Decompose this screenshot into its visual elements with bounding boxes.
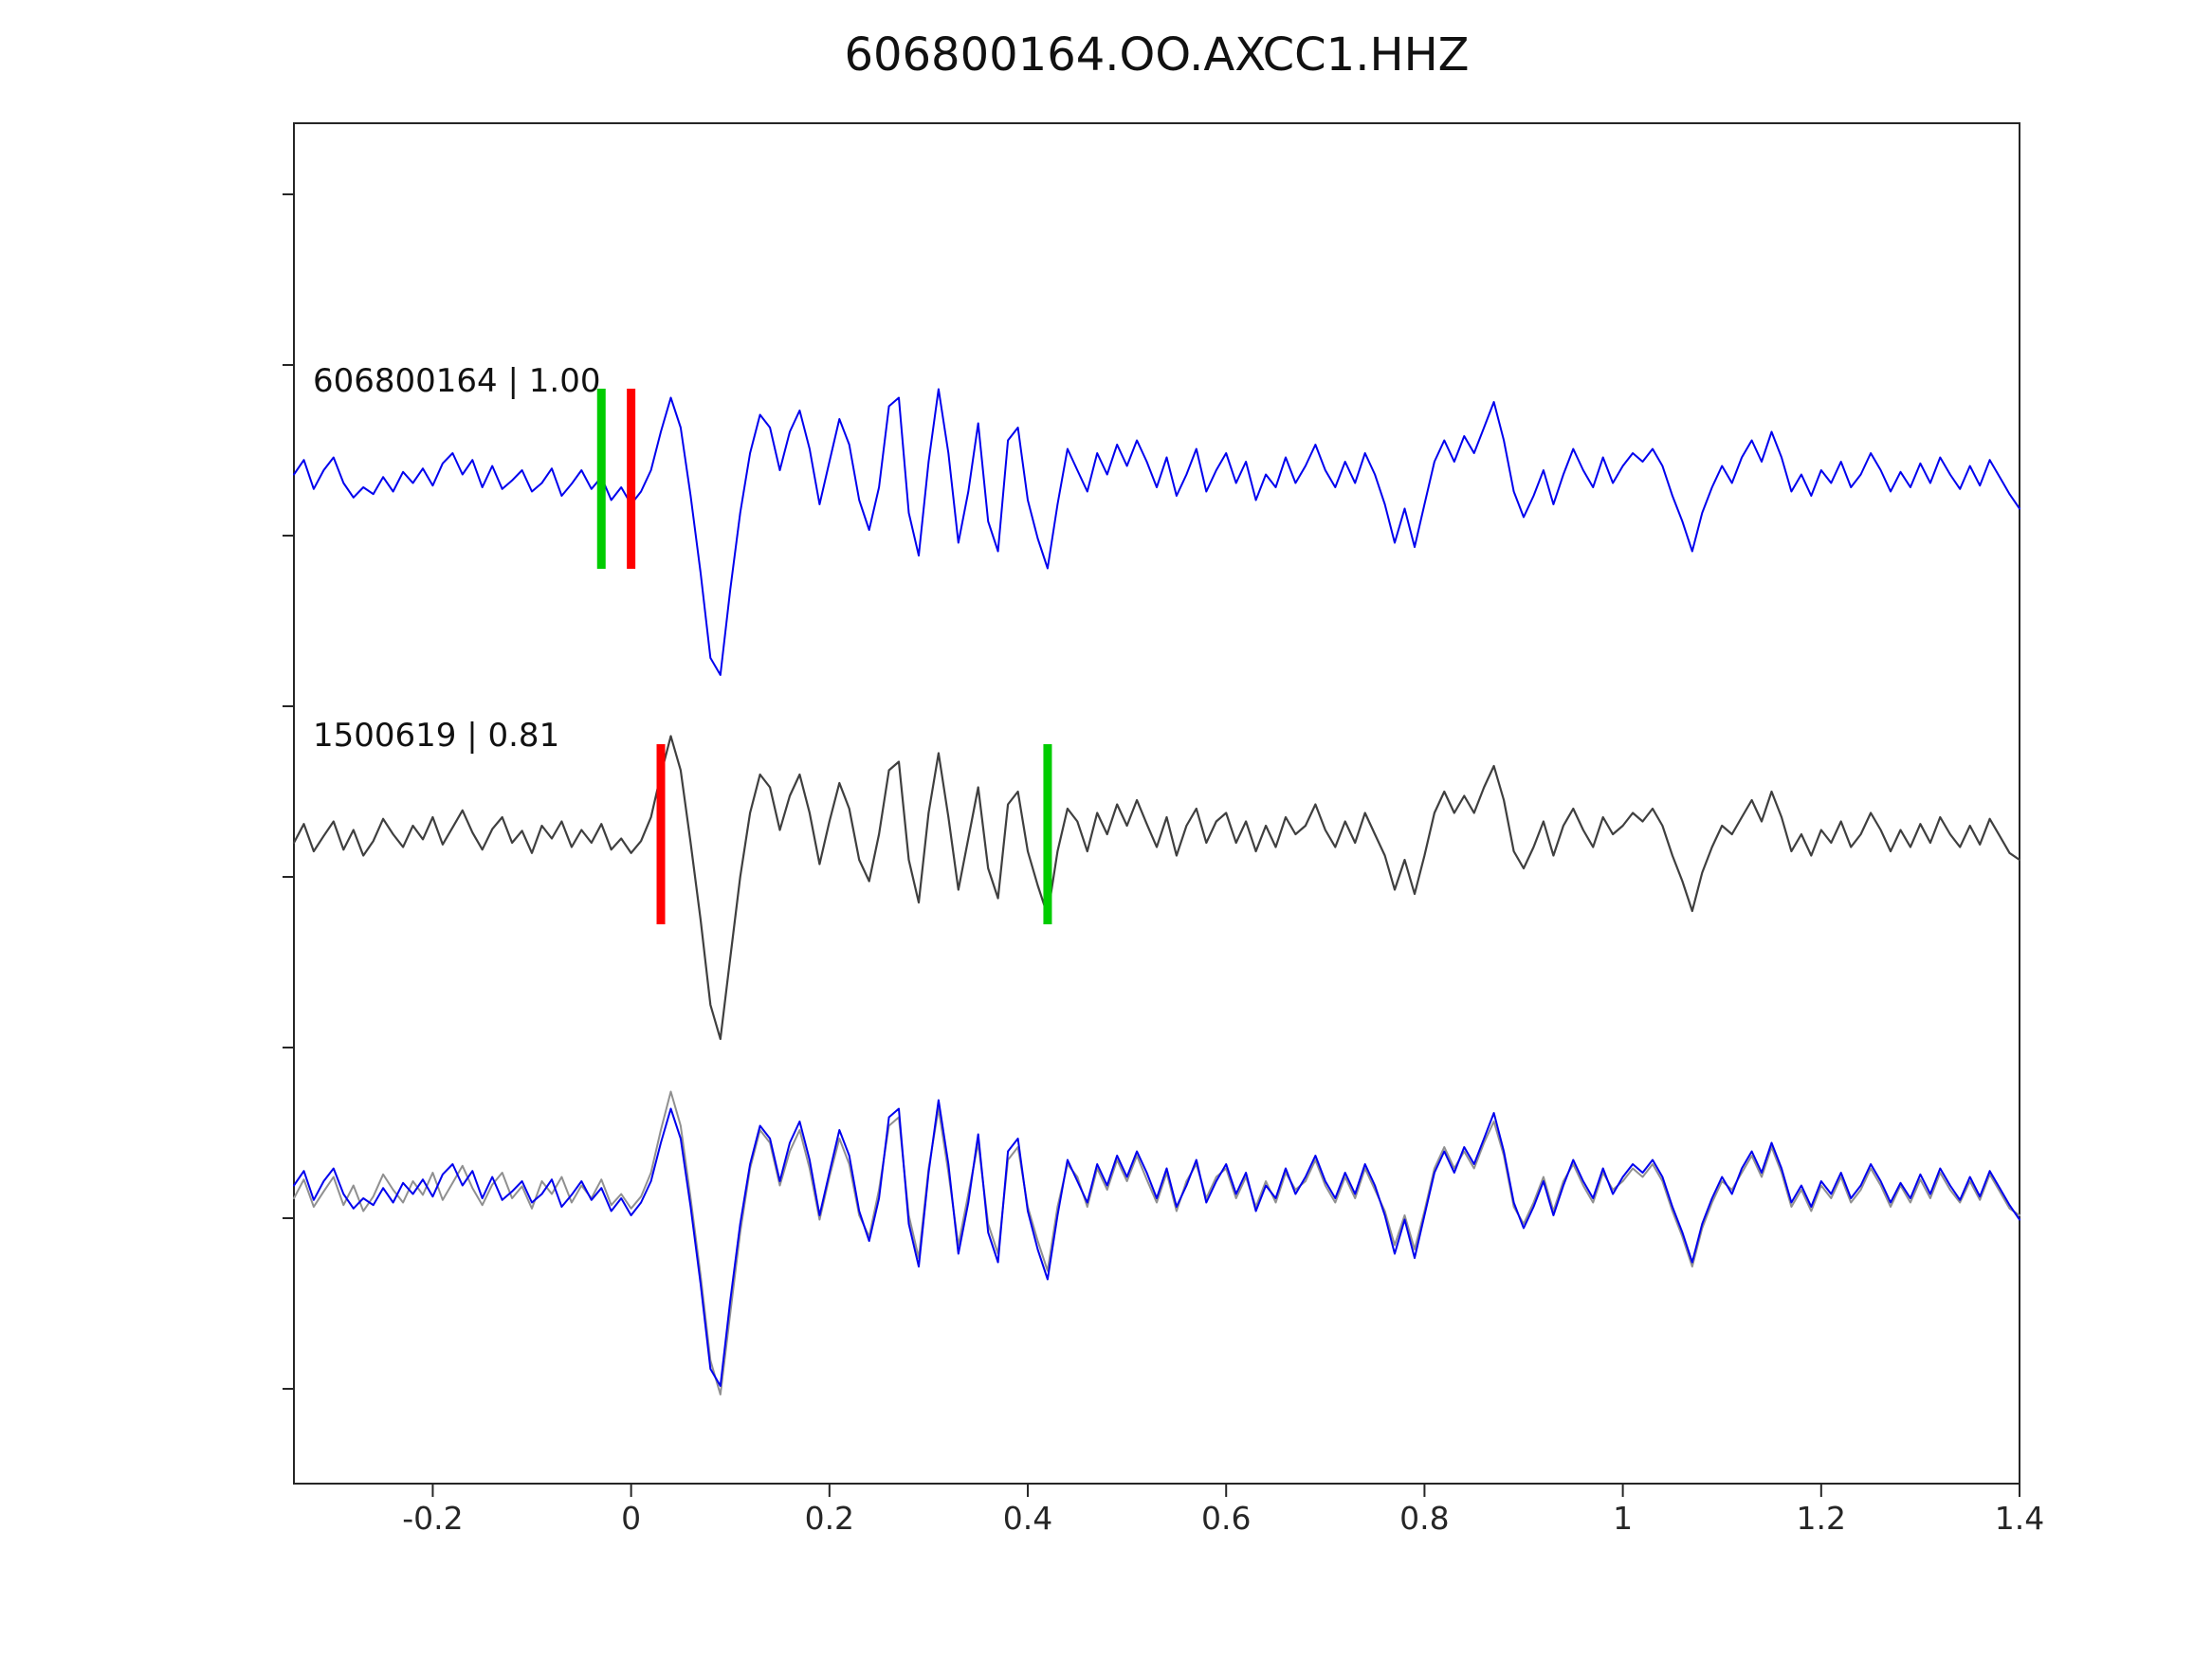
trace-label-detection: 1500619 | 0.81	[313, 717, 560, 755]
chart-title: 606800164.OO.AXCC1.HHZ	[844, 28, 1470, 82]
overlay-trace-line-detection	[293, 1090, 2020, 1395]
trace-line-template	[293, 388, 2020, 676]
overlay-trace-line-template	[293, 1099, 2020, 1387]
trace-label-template: 606800164 | 1.00	[313, 362, 601, 400]
plot-border	[293, 122, 2020, 1485]
trace-line-detection	[292, 735, 2021, 1041]
